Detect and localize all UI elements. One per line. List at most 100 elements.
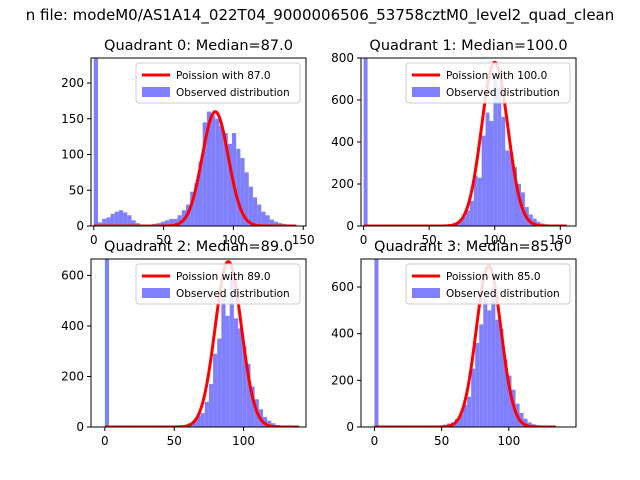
- quadrant-0-hist-bar: [190, 191, 195, 226]
- quadrant-1-hist-bar: [513, 167, 518, 226]
- quadrant-0-hist-bar: [257, 204, 262, 226]
- quadrant-0-hist-bar: [97, 222, 103, 226]
- quadrant-2-legend-poisson-label: Poission with 89.0: [176, 271, 271, 283]
- quadrant-2-hist-bar: [217, 338, 222, 427]
- quadrant-3-axes-frame: [360, 258, 577, 428]
- quadrant-0-y-tick-label: 150: [61, 112, 84, 126]
- quadrant-1-hist-bar: [485, 112, 490, 226]
- quadrant-1-plot-area: [363, 58, 568, 226]
- quadrant-1-x-tick-label: 50: [422, 233, 437, 247]
- quadrant-2-hist-bar: [233, 318, 239, 427]
- quadrant-0-x-tick-label: 150: [292, 233, 315, 247]
- quadrant-3-legend-hist-label: Observed distribution: [446, 288, 560, 300]
- quadrant-0-x-tick-label: 50: [156, 233, 171, 247]
- quadrant-1-legend-poisson-label: Poission with 100.0: [446, 70, 547, 82]
- quadrant-1-legend-box: [405, 62, 571, 104]
- quadrant-2-hist-bar: [200, 413, 205, 427]
- quadrant-3-hist-bar: [503, 359, 508, 427]
- quadrant-1-hist-bar: [458, 220, 462, 226]
- quadrant-2-poisson-curve: [104, 260, 300, 427]
- quadrant-1-poisson-curve: [363, 60, 568, 226]
- quadrant-0-axes-frame: [90, 57, 307, 227]
- quadrant-0-hist-bar: [198, 161, 203, 226]
- quadrant-1-y-tick-label: 200: [331, 177, 354, 191]
- quadrant-2-hist-bar: [196, 415, 201, 427]
- quadrant-2-y-tick-label: 400: [61, 319, 84, 333]
- quadrant-3-hist-bar: [463, 404, 468, 427]
- quadrant-3-x-tick-label: 100: [497, 434, 520, 448]
- quadrant-1-hist-bar: [532, 218, 537, 226]
- quadrant-0-hist-bar: [248, 186, 253, 226]
- quadrant-0-hist-bar: [118, 210, 124, 226]
- quadrant-1-hist-bar: [363, 58, 368, 226]
- quadrant-1-hist-bar: [528, 214, 533, 226]
- quadrant-0-hist-bar: [206, 111, 212, 226]
- quadrant-3-hist-bar: [475, 343, 480, 427]
- quadrant-1-legend-hist-label: Observed distribution: [446, 87, 560, 99]
- quadrant-2-x-tick-label: 100: [232, 434, 255, 448]
- figure-title: n file: modeM0/AS1A14_022T04_9000006506_…: [26, 6, 615, 25]
- quadrant-2-hist-bar: [238, 328, 243, 427]
- quadrant-1-hist-bar: [517, 184, 521, 226]
- quadrant-2-hist-bar: [192, 420, 197, 427]
- quadrant-3-legend: Poission with 85.0 Observed distribution: [405, 263, 571, 305]
- quadrant-0-hist-bar: [265, 215, 270, 226]
- quadrant-0-hist-bar: [223, 133, 228, 226]
- quadrant-2-title: Quadrant 2: Median=89.0: [104, 239, 293, 255]
- quadrant-3-y-tick-label: 600: [331, 280, 354, 294]
- quadrant-3-legend-hist-swatch: [412, 288, 440, 298]
- quadrant-1-y-tick-label: 400: [331, 135, 354, 149]
- quadrant-0-hist-bar: [211, 115, 216, 226]
- quadrant-3-hist-bar: [487, 310, 492, 427]
- quadrant-1-y-tick-label: 0: [346, 219, 354, 233]
- quadrant-2-hist-bar: [221, 295, 226, 427]
- quadrant-0-legend-hist-swatch: [142, 87, 170, 97]
- quadrant-3-hist-bar: [491, 287, 496, 427]
- quadrant-3-hist-bar: [374, 259, 379, 427]
- quadrant-0-hist-bar: [269, 219, 274, 226]
- quadrant-1-hist-bar: [497, 87, 502, 226]
- quadrant-1-x-tick-label: 0: [360, 233, 368, 247]
- quadrant-0-hist-bar: [131, 220, 136, 226]
- quadrant-2-hist-bar: [267, 420, 272, 427]
- quadrant-0-y-tick-label: 100: [61, 148, 84, 162]
- quadrant-3-hist-bar: [483, 296, 488, 427]
- quadrant-2-hist-bar: [242, 346, 247, 427]
- quadrant-0-hist-bar: [123, 212, 128, 226]
- quadrant-0-hist-bar: [177, 215, 182, 226]
- quadrant-0-hist-bar: [127, 215, 132, 226]
- quadrant-2-hist-bar: [213, 353, 218, 427]
- quadrant-0-y-tick-label: 200: [61, 76, 84, 90]
- quadrant-2-hist-bar: [104, 259, 110, 427]
- quadrant-1-hist-bar: [481, 135, 486, 226]
- quadrant-0-x-tick-label: 100: [222, 233, 245, 247]
- quadrant-1-hist-bar: [469, 200, 474, 226]
- quadrant-1-hist-bar: [461, 216, 466, 226]
- quadrant-1-legend-hist-swatch: [412, 87, 440, 97]
- quadrant-0-hist-bar: [219, 125, 224, 226]
- quadrant-2-hist-bar: [225, 315, 230, 427]
- quadrant-0-legend-box: [135, 62, 301, 104]
- quadrant-0-title: Quadrant 0: Median=87.0: [104, 38, 293, 54]
- quadrant-2-legend-box: [135, 263, 301, 305]
- quadrant-1-hist-bar: [505, 150, 510, 226]
- quadrant-0-legend-hist-label: Observed distribution: [176, 87, 290, 99]
- quadrant-2-panel: 0 50 100 0 200 400 600 Poission with 89.0 Observ…: [61, 239, 307, 448]
- quadrant-0-legend-poisson-label: Poission with 87.0: [176, 70, 271, 82]
- quadrant-2-hist-bar: [250, 386, 255, 427]
- quadrant-1-hist-bar: [465, 210, 470, 226]
- quadrant-2-x-tick-label: 0: [101, 434, 109, 448]
- quadrant-1-title: Quadrant 1: Median=100.0: [369, 38, 567, 54]
- quadrant-1-hist-bar: [473, 175, 478, 226]
- quadrant-0-hist-bar: [273, 221, 279, 226]
- quadrant-3-hist-bar: [527, 422, 532, 427]
- quadrant-0-x-tick-label: 0: [90, 233, 98, 247]
- quadrant-3-hist-bar: [507, 375, 512, 427]
- quadrant-0-hist-bar: [173, 218, 178, 226]
- quadrant-1-y-tick-label: 800: [331, 51, 354, 65]
- quadrant-1-hist-bar: [477, 177, 482, 226]
- quadrant-0-y-tick-label: 50: [69, 183, 84, 197]
- quadrant-3-title: Quadrant 3: Median=85.0: [374, 239, 563, 255]
- quadrant-2-axes-frame: [90, 258, 307, 428]
- quadrant-0-hist-bar: [261, 211, 266, 226]
